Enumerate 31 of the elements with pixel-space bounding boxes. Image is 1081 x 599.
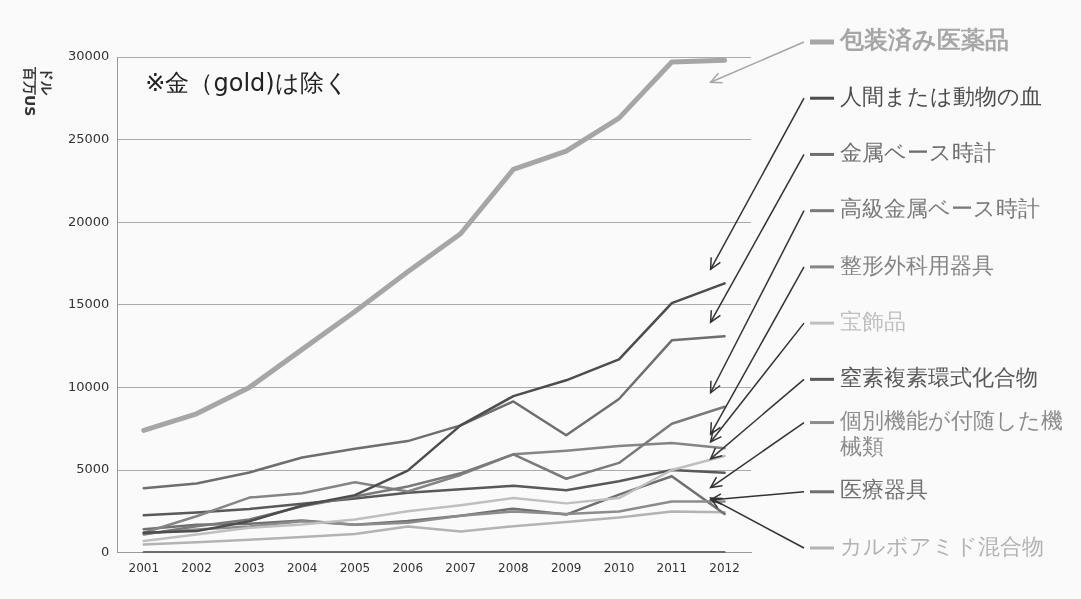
y-tick-label: 30000 <box>68 48 110 64</box>
legend-label: 整形外科用器具 <box>840 252 994 278</box>
x-tick-label: 2006 <box>392 560 424 575</box>
x-tick-label: 2005 <box>339 560 371 575</box>
legend-label: 宝飾品 <box>840 308 906 334</box>
x-tick-label: 2001 <box>128 560 160 575</box>
x-tick-label: 2009 <box>550 560 582 575</box>
annotation: ※金（gold)は除く <box>145 69 349 98</box>
legend-label: 金属ベース時計 <box>840 140 996 166</box>
y-tick-label: 0 <box>101 543 110 559</box>
legend-label: 医療器具 <box>840 477 928 503</box>
legend-label: カルボアミド混合物 <box>840 533 1044 559</box>
legend-label: 窒素複素環式化合物 <box>840 365 1038 391</box>
y-tick-label: 5000 <box>76 461 110 477</box>
x-tick-label: 2012 <box>709 560 740 575</box>
x-tick-label: 2008 <box>498 560 529 575</box>
y-tick-label: 25000 <box>68 130 110 146</box>
legend-label: 人間または動物の血 <box>840 83 1042 109</box>
x-tick-label: 2011 <box>656 560 688 575</box>
y-axis-title: 百万US ドル <box>21 66 55 117</box>
legend-label: 個別機能が付随した機械類 <box>840 408 1063 460</box>
legend-label: 高級金属ベース時計 <box>840 196 1040 222</box>
y-tick-label: 20000 <box>68 213 110 229</box>
x-tick-label: 2004 <box>286 560 318 575</box>
y-tick-label: 10000 <box>68 378 110 394</box>
y-tick-label: 15000 <box>68 296 110 312</box>
x-tick-label: 2002 <box>181 560 212 575</box>
x-tick-label: 2007 <box>445 560 476 575</box>
x-tick-label: 2010 <box>603 560 635 575</box>
x-tick-label: 2003 <box>234 560 265 575</box>
legend-label: 包装済み医薬品 <box>839 26 1009 55</box>
